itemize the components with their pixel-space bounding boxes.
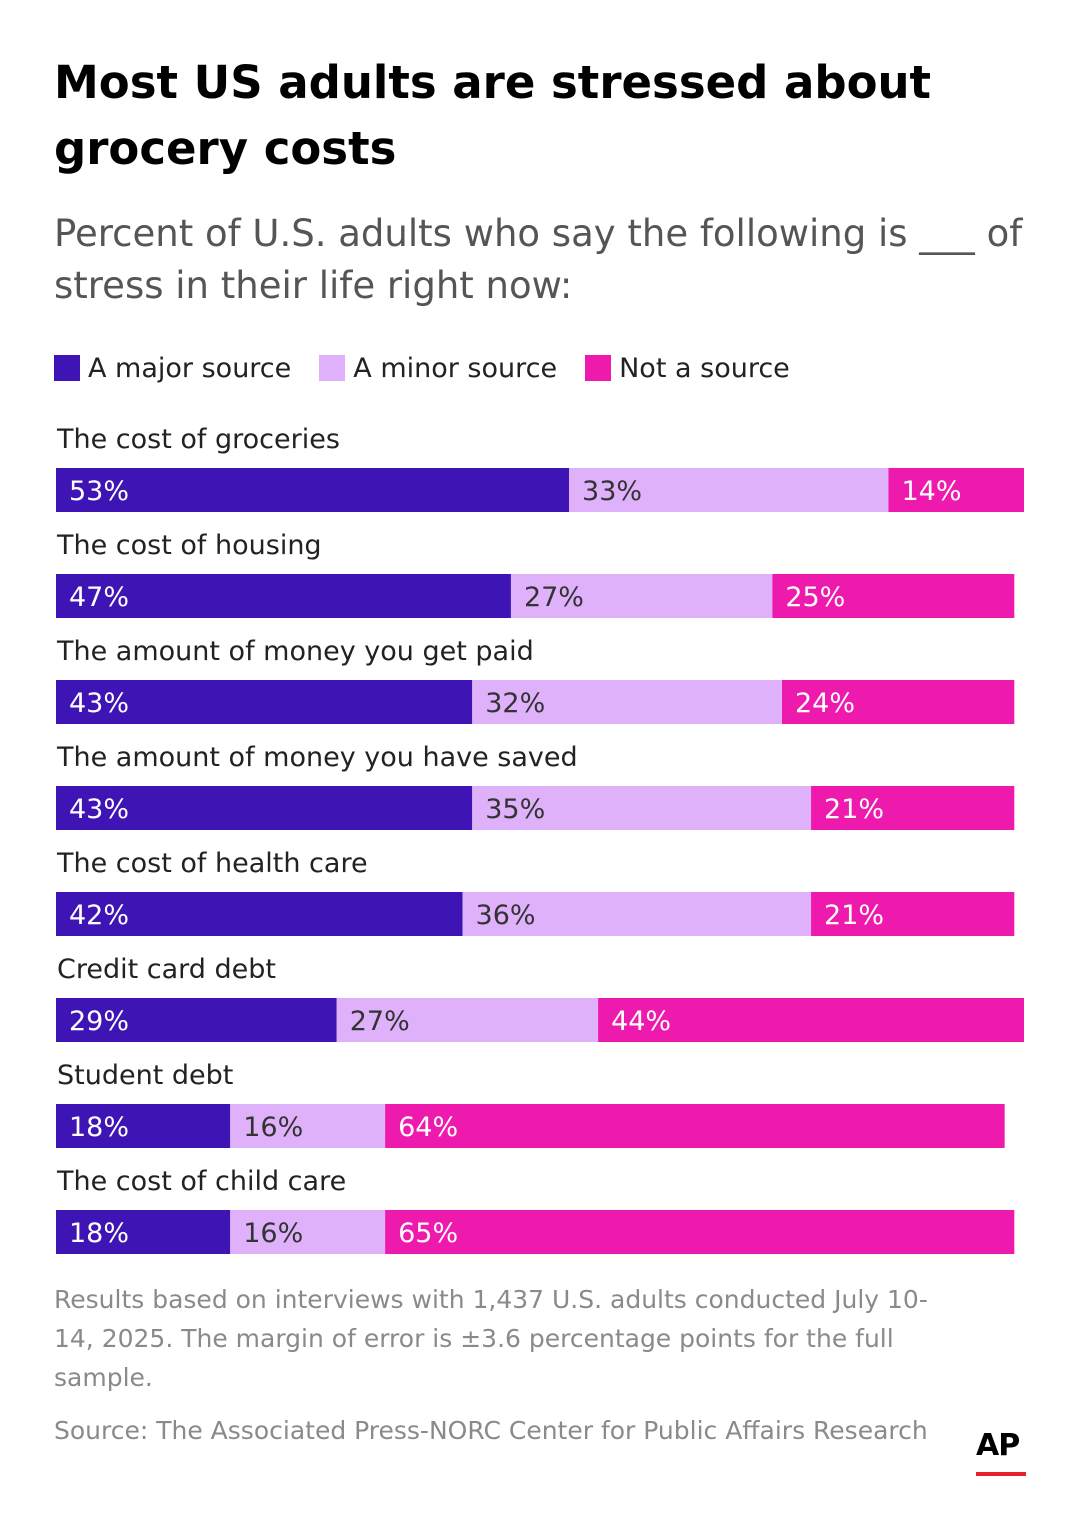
bar-the-cost-of-child-care-a-minor-source (230, 1210, 386, 1254)
value-label-the-cost-of-groceries-a-minor-source: 33% (582, 476, 642, 507)
value-label-credit-card-debt-not-a-source: 44% (611, 1006, 671, 1037)
category-label-the-cost-of-health-care: The cost of health care (56, 848, 368, 879)
category-label-the-cost-of-housing: The cost of housing (56, 530, 322, 561)
bar-the-cost-of-housing-not-a-source (772, 574, 1015, 618)
value-label-the-cost-of-groceries-a-major-source: 53% (69, 476, 129, 507)
bar-student-debt-not-a-source (385, 1104, 1005, 1148)
value-label-the-cost-of-child-care-a-minor-source: 16% (243, 1218, 303, 1249)
bar-the-cost-of-child-care-a-major-source (56, 1210, 231, 1254)
ap-logo-text: AP (976, 1428, 1020, 1463)
legend-item-major: A major source (54, 353, 291, 384)
value-label-the-amount-of-money-you-get-paid-not-a-source: 24% (795, 688, 855, 719)
legend-swatch-not (585, 355, 612, 381)
legend-swatch-major (54, 355, 80, 381)
chart-title: Most US adults are stressed about grocer… (54, 56, 932, 175)
value-label-student-debt-a-major-source: 18% (69, 1112, 129, 1143)
category-label-the-cost-of-groceries: The cost of groceries (56, 424, 340, 455)
chart-subtitle: Percent of U.S. adults who say the follo… (54, 212, 1023, 307)
legend-item-minor: A minor source (319, 353, 557, 384)
bar-student-debt-a-minor-source (230, 1104, 386, 1148)
value-label-the-amount-of-money-you-have-saved-a-minor-source: 35% (485, 794, 545, 825)
legend: A major source A minor source Not a sour… (54, 348, 818, 388)
legend-swatch-minor (319, 355, 346, 381)
bar-the-cost-of-groceries-not-a-source (888, 468, 1024, 512)
value-label-credit-card-debt-a-minor-source: 27% (350, 1006, 410, 1037)
bar-the-amount-of-money-you-have-saved-a-major-source (56, 786, 473, 830)
value-label-the-amount-of-money-you-get-paid-a-major-source: 43% (69, 688, 129, 719)
bar-student-debt-a-major-source (56, 1104, 231, 1148)
bar-the-cost-of-housing-a-minor-source (510, 574, 773, 618)
value-label-the-cost-of-child-care-not-a-source: 65% (398, 1218, 458, 1249)
bar-the-amount-of-money-you-get-paid-not-a-source (782, 680, 1015, 724)
value-label-the-amount-of-money-you-have-saved-not-a-source: 21% (824, 794, 884, 825)
bar-the-amount-of-money-you-get-paid-a-minor-source (472, 680, 782, 724)
category-label-the-cost-of-child-care: The cost of child care (56, 1166, 346, 1197)
bar-credit-card-debt-a-major-source (56, 998, 337, 1042)
ap-logo: AP (976, 1428, 1028, 1482)
category-label-the-amount-of-money-you-get-paid: The amount of money you get paid (56, 636, 534, 667)
value-label-credit-card-debt-a-major-source: 29% (69, 1006, 129, 1037)
ap-logo-underline (976, 1472, 1026, 1476)
methodology-note: Results based on interviews with 1,437 U… (54, 1285, 928, 1392)
value-label-the-cost-of-housing-a-major-source: 47% (69, 582, 129, 613)
value-label-the-amount-of-money-you-have-saved-a-major-source: 43% (69, 794, 129, 825)
value-label-student-debt-not-a-source: 64% (398, 1112, 458, 1143)
category-label-student-debt: Student debt (57, 1060, 233, 1091)
category-label-the-amount-of-money-you-have-saved: The amount of money you have saved (56, 742, 578, 773)
bar-the-amount-of-money-you-have-saved-not-a-source (811, 786, 1015, 830)
bar-the-cost-of-housing-a-major-source (56, 574, 511, 618)
bar-the-cost-of-groceries-a-major-source (56, 468, 570, 512)
bar-the-cost-of-health-care-not-a-source (811, 892, 1015, 936)
bar-credit-card-debt-a-minor-source (336, 998, 599, 1042)
source-credit: Source: The Associated Press-NORC Center… (54, 1416, 928, 1445)
bar-credit-card-debt-not-a-source (598, 998, 1024, 1042)
bar-the-amount-of-money-you-have-saved-a-minor-source (472, 786, 812, 830)
legend-item-not: Not a source (585, 353, 790, 384)
bar-the-cost-of-child-care-not-a-source (385, 1210, 1015, 1254)
value-label-the-cost-of-groceries-not-a-source: 14% (901, 476, 961, 507)
value-label-the-amount-of-money-you-get-paid-a-minor-source: 32% (485, 688, 545, 719)
value-label-the-cost-of-housing-not-a-source: 25% (785, 582, 845, 613)
value-label-student-debt-a-minor-source: 16% (243, 1112, 303, 1143)
legend-label-not: Not a source (619, 352, 790, 384)
value-label-the-cost-of-health-care-a-major-source: 42% (69, 900, 129, 931)
value-label-the-cost-of-health-care-not-a-source: 21% (824, 900, 884, 931)
bar-the-cost-of-health-care-a-major-source (56, 892, 463, 936)
legend-label-minor: A minor source (353, 352, 558, 384)
bar-the-amount-of-money-you-get-paid-a-major-source (56, 680, 473, 724)
category-label-credit-card-debt: Credit card debt (57, 954, 276, 985)
value-label-the-cost-of-health-care-a-minor-source: 36% (476, 900, 536, 931)
legend-label-major: A major source (88, 352, 292, 384)
bar-the-cost-of-groceries-a-minor-source (569, 468, 889, 512)
value-label-the-cost-of-housing-a-minor-source: 27% (524, 582, 584, 613)
bar-the-cost-of-health-care-a-minor-source (462, 892, 812, 936)
value-label-the-cost-of-child-care-a-major-source: 18% (69, 1218, 129, 1249)
